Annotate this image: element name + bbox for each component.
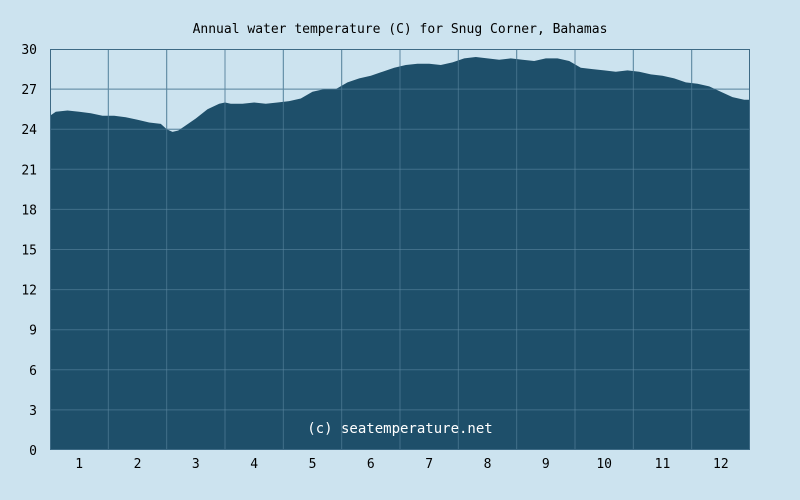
x-tick-label: 11 (655, 457, 671, 472)
x-axis-ticks: 1 2 3 4 5 6 7 8 9 10 11 12 (75, 457, 728, 472)
x-tick-label: 7 (425, 457, 433, 472)
y-tick-label: 0 (29, 444, 37, 459)
x-tick-label: 8 (484, 457, 492, 472)
y-tick-label: 6 (29, 364, 37, 379)
y-tick-label: 21 (21, 163, 37, 178)
x-tick-label: 5 (309, 457, 317, 472)
y-tick-label: 12 (21, 284, 37, 299)
y-tick-label: 18 (21, 203, 37, 218)
y-tick-label: 9 (29, 324, 37, 339)
x-tick-label: 9 (542, 457, 550, 472)
y-tick-label: 24 (21, 123, 37, 138)
y-axis-ticks: 0 3 6 9 12 15 18 21 24 27 30 (21, 43, 37, 459)
x-tick-label: 4 (250, 457, 258, 472)
plot-border (50, 49, 750, 450)
y-tick-label: 30 (21, 43, 37, 58)
watermark: (c) seatemperature.net (307, 421, 492, 437)
x-tick-label: 10 (596, 457, 612, 472)
y-tick-label: 15 (21, 244, 37, 259)
grid-lines-overlay (50, 49, 750, 450)
x-tick-label: 1 (75, 457, 83, 472)
chart-title: Annual water temperature (C) for Snug Co… (193, 22, 608, 37)
x-tick-label: 3 (192, 457, 200, 472)
x-tick-label: 2 (134, 457, 142, 472)
y-tick-label: 27 (21, 83, 37, 98)
x-tick-label: 6 (367, 457, 375, 472)
x-tick-label: 12 (713, 457, 729, 472)
y-tick-label: 3 (29, 404, 37, 419)
